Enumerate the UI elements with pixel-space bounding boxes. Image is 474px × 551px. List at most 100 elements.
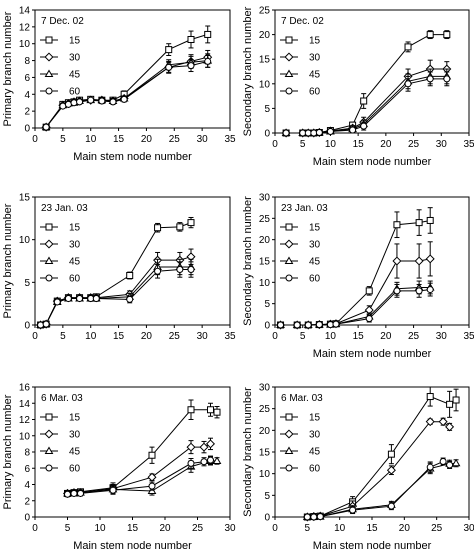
data-point — [165, 63, 173, 71]
data-point — [120, 95, 128, 103]
legend: 15 30 45 60 — [40, 223, 81, 285]
data-point — [310, 513, 318, 521]
data-point — [76, 295, 84, 303]
legend-marker-triangle — [284, 69, 294, 77]
y-tick-label: 12 — [19, 415, 31, 426]
data-point — [445, 422, 455, 432]
data-point — [426, 75, 434, 83]
y-tick-label: 15 — [259, 257, 271, 268]
x-axis-label: Main stem node number — [73, 151, 192, 163]
data-point — [393, 221, 401, 229]
data-point — [148, 451, 156, 459]
y-tick-label: 4 — [24, 90, 30, 101]
x-tick-label: 0 — [272, 139, 278, 150]
data-point — [277, 321, 285, 329]
y-tick-label: 20 — [259, 30, 271, 41]
legend-label: 45 — [69, 447, 81, 458]
legend: 15 30 45 60 — [280, 223, 321, 285]
legend-label: 45 — [309, 70, 321, 81]
y-tick-label: 20 — [259, 235, 271, 246]
legend-marker-triangle — [44, 446, 54, 454]
legend-marker-circle — [45, 87, 53, 95]
data-point — [451, 458, 461, 467]
data-point — [42, 320, 50, 328]
legend-label: 60 — [309, 464, 321, 475]
legend-label: 45 — [69, 70, 81, 81]
y-tick-label: 5 — [264, 104, 270, 115]
data-point — [326, 128, 334, 136]
y-tick-label: 30 — [259, 193, 271, 204]
y-tick-label: 8 — [24, 56, 30, 67]
y-tick-label: 10 — [19, 431, 31, 442]
data-point — [438, 417, 448, 427]
series-line — [280, 220, 431, 326]
legend: 15 30 45 60 — [40, 36, 81, 98]
panel-mar-primary: 0 5 10 15 20 25 30 0 2 4 6 8 10 12 14 16 Main stem node … — [2, 383, 236, 551]
data-point — [316, 513, 324, 521]
data-point — [404, 80, 412, 88]
data-point — [213, 408, 221, 416]
x-tick-label: 10 — [325, 139, 337, 150]
legend-marker-triangle — [284, 446, 294, 454]
panel-dec-secondary: 0 5 10 15 20 25 30 35 0 5 10 15 20 25 Main stem node n… — [242, 6, 474, 169]
legend-label: 15 — [69, 223, 81, 234]
data-point — [154, 224, 162, 232]
data-point — [207, 406, 214, 414]
data-point — [37, 321, 45, 329]
legend-label: 45 — [69, 257, 81, 268]
legend-marker-diamond — [44, 52, 54, 62]
series-60 — [303, 457, 454, 521]
legend: 15 30 45 60 — [280, 36, 321, 98]
data-point — [176, 223, 184, 231]
legend-label: 60 — [69, 274, 81, 285]
y-tick-label: 2 — [24, 496, 30, 507]
x-axis-label: Main stem node number — [73, 540, 192, 551]
data-point — [315, 129, 323, 137]
y-axis-label: Secondary branch number — [242, 6, 254, 136]
y-tick-label: 0 — [24, 124, 30, 135]
panel-date-label: 6 Mar. 03 — [281, 393, 323, 404]
x-tick-label: 5 — [60, 331, 66, 342]
x-tick-label: 25 — [169, 331, 181, 342]
series-45 — [36, 258, 196, 328]
data-point — [443, 31, 451, 39]
legend-label: 30 — [69, 53, 81, 64]
x-tick-label: 5 — [60, 134, 66, 145]
data-point — [165, 46, 173, 54]
data-point — [415, 287, 423, 295]
panel-dec-primary: 0 5 10 15 20 25 30 35 0 2 4 6 8 10 12 14 Main stem node … — [2, 6, 236, 164]
data-point — [64, 295, 72, 303]
series-45 — [302, 458, 461, 520]
data-point — [76, 98, 84, 106]
plot-frame — [34, 196, 231, 326]
series-15 — [277, 207, 434, 329]
data-point — [452, 396, 460, 404]
y-axis-label: Primary branch number — [2, 394, 14, 509]
data-point — [425, 417, 435, 427]
series-15 — [303, 386, 460, 521]
y-axis-label: Secondary branch number — [242, 387, 254, 517]
y-tick-label: 4 — [24, 480, 30, 491]
data-point — [282, 129, 290, 137]
data-point — [187, 219, 195, 227]
y-tick-label: 2 — [24, 107, 30, 118]
legend: 15 30 45 60 — [280, 413, 321, 475]
data-point — [154, 267, 162, 275]
legend-marker-diamond — [44, 429, 54, 439]
series-line — [40, 222, 192, 326]
legend-marker-diamond — [284, 239, 294, 249]
x-tick-label: 5 — [305, 523, 311, 534]
plot-frame — [274, 9, 470, 134]
series-line — [45, 33, 208, 128]
x-tick-label: 30 — [224, 523, 236, 534]
x-tick-label: 15 — [353, 139, 365, 150]
y-tick-label: 5 — [264, 491, 270, 502]
data-point — [349, 126, 357, 134]
data-point — [426, 393, 434, 401]
y-tick-label: 14 — [19, 399, 31, 410]
data-point — [207, 456, 214, 464]
y-tick-label: 16 — [19, 383, 31, 394]
x-tick-label: 35 — [463, 331, 474, 342]
legend-label: 15 — [69, 413, 81, 424]
